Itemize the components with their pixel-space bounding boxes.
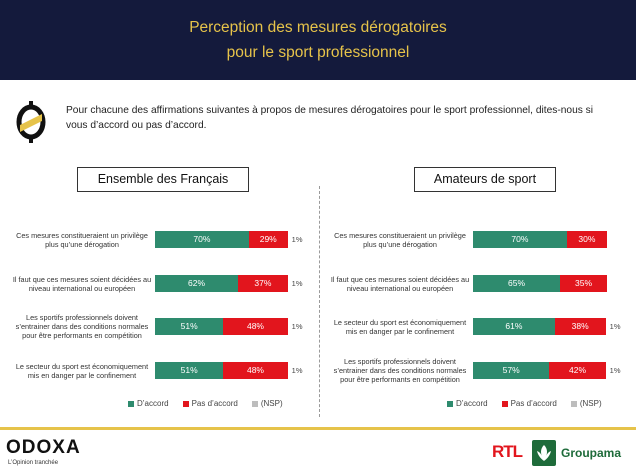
label-nsp: 1%: [609, 322, 621, 331]
bar-accord: 51%: [155, 318, 224, 335]
legend-swatch-pas-accord: [182, 400, 189, 407]
statement-label-line: mis en danger par le confinement: [345, 326, 455, 336]
legend-item-accord: D’accord: [447, 399, 488, 408]
statement-label: Le secteur du sport est économiquement mi…: [12, 362, 152, 380]
legend-label-nsp: (NSP): [579, 399, 602, 408]
legend-left: D’accord Pas d’accord (NSP): [128, 399, 297, 408]
bar-accord: 51%: [155, 362, 224, 379]
statement-label-line: Les sportifs professionnels doivent: [344, 357, 456, 366]
statement-label-line: Il faut que ces mesures soient décidées …: [12, 274, 152, 284]
legend-item-pas-accord: Pas d’accord: [501, 399, 557, 408]
bar-accord: 57%: [473, 362, 550, 379]
statement-label-line: Le secteur du sport est économiquement: [15, 361, 149, 371]
bar-accord: 61%: [473, 318, 555, 335]
statement-label-line: plus qu’une dérogation: [45, 239, 119, 249]
statement-label: Ces mesures constitueraient un privilège…: [12, 231, 152, 249]
bar-accord: 70%: [155, 231, 249, 248]
label-nsp: 1%: [291, 366, 303, 375]
odoxa-logo-icon: [16, 101, 46, 143]
bar-pas-accord: 48%: [223, 362, 288, 379]
label-nsp: 1%: [291, 322, 303, 331]
bar-pas-accord: 37%: [238, 275, 288, 292]
bar-pas-accord: 30%: [566, 231, 607, 248]
legend-item-accord: D’accord: [128, 399, 169, 408]
legend-swatch-accord: [128, 400, 134, 407]
page-title-line1: Perception des mesures dérogatoires: [189, 19, 447, 36]
legend-right: D’accord Pas d’accord (NSP): [447, 399, 616, 408]
panel-divider: [319, 186, 320, 417]
groupama-logo: Groupama: [561, 446, 622, 460]
statement-label-line: Ces mesures constitueraient un privilège: [334, 230, 466, 240]
panel-title-amateurs: Amateurs de sport: [414, 167, 556, 192]
bar-pas-accord: 48%: [223, 318, 288, 335]
statement-label-line: pour être performants en compétition: [22, 331, 142, 340]
question-text: Pour chacune des affirmations suivantes …: [66, 105, 594, 131]
bar-pas-accord: 35%: [560, 275, 607, 292]
panel-title-ensemble: Ensemble des Français: [77, 167, 249, 192]
statement-label-line: plus qu’une dérogation: [363, 239, 437, 249]
legend-swatch-nsp: [570, 400, 577, 407]
statement-label: Il faut que ces mesures soient décidées …: [330, 275, 470, 293]
statement-label: Le secteur du sport est économiquement mi…: [330, 318, 470, 336]
legend-label-accord: D’accord: [456, 399, 488, 408]
statement-label-line: pour être performants en compétition: [340, 375, 460, 384]
legend-item-nsp: (NSP): [570, 399, 602, 408]
bar-accord: 62%: [155, 275, 239, 292]
odoxa-tagline: L’Opinion tranchée: [8, 460, 59, 466]
bar-pas-accord: 29%: [248, 231, 288, 248]
statement-label: Il faut que ces mesures soient décidées …: [12, 275, 152, 293]
statement-label: Les sportifs professionnels doivent s’ent…: [330, 357, 470, 384]
bar-accord: 70%: [473, 231, 567, 248]
legend-label-nsp: (NSP): [260, 399, 283, 408]
statement-label-line: s’entrainer dans des conditions normales: [333, 366, 467, 375]
legend-swatch-pas-accord: [501, 400, 508, 407]
legend-swatch-accord: [447, 400, 453, 407]
statement-label-line: niveau international ou européen: [346, 283, 454, 293]
bar-pas-accord: 42%: [549, 362, 606, 379]
statement-label-line: Le secteur du sport est économiquement: [333, 317, 467, 327]
statement-label-line: Ces mesures constitueraient un privilège: [16, 230, 148, 240]
legend-label-accord: D’accord: [137, 399, 169, 408]
legend-label-pas-accord: Pas d’accord: [510, 399, 557, 408]
statement-label-line: Les sportifs professionnels doivent: [26, 313, 138, 322]
label-nsp: 1%: [291, 235, 303, 244]
label-nsp: 1%: [291, 279, 303, 288]
legend-item-nsp: (NSP): [251, 399, 283, 408]
bar-accord: 65%: [473, 275, 561, 292]
statement-label: Ces mesures constitueraient un privilège…: [330, 231, 470, 249]
header-band: Perception des mesures dérogatoires pour…: [0, 0, 636, 80]
groupama-logo-icon: [532, 440, 556, 466]
footer-divider: [0, 427, 636, 430]
statement-label-line: s’entrainer dans des conditions normales: [15, 322, 149, 331]
rtl-logo: RTL: [492, 442, 523, 461]
statement-label-line: Il faut que ces mesures soient décidées …: [330, 274, 470, 284]
bar-pas-accord: 38%: [554, 318, 606, 335]
label-nsp: 1%: [609, 366, 621, 375]
odoxa-logo: ODOXA: [6, 437, 81, 458]
legend-item-pas-accord: Pas d’accord: [182, 399, 238, 408]
statement-label-line: mis en danger par le confinement: [27, 370, 137, 380]
legend-label-pas-accord: Pas d’accord: [191, 399, 238, 408]
statement-label: Les sportifs professionnels doivent s’ent…: [12, 313, 152, 340]
page-title-line2: pour le sport professionnel: [226, 44, 410, 61]
statement-label-line: niveau international ou européen: [28, 283, 136, 293]
legend-swatch-nsp: [251, 400, 258, 407]
